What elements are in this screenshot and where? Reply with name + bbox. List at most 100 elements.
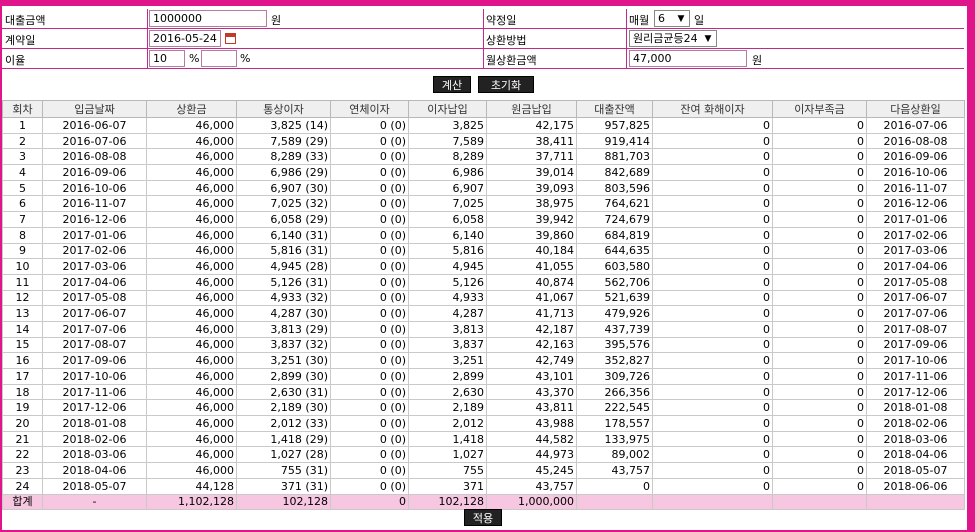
table-cell: 562,706 [576,273,653,291]
column-header: 이자부족금 [772,100,867,118]
table-cell: 2017-08-07 [866,320,965,338]
table-cell: 0 [652,226,773,244]
table-cell: 2017-06-07 [42,305,147,322]
agreement-day-label: 약정일 [486,14,517,27]
table-row: 7 2016-12-06 46,000 6,058 (29) 0 (0) 6,058 39,… [2,211,965,228]
form-row-loan: 대출금액 1000000 원 약정일 매월 6 ▼ 일 [2,9,964,29]
table-cell: 46,000 [146,289,237,307]
table-cell: 2018-05-07 [42,477,147,495]
table-cell: 43,370 [486,383,577,401]
table-cell: 0 [772,352,867,369]
calendar-icon[interactable] [225,33,236,44]
table-cell: 2,012 (33) [236,415,331,432]
table-cell: 15 [2,336,43,354]
table-cell: 0 (0) [330,305,409,322]
table-cell: 2017-11-06 [42,383,147,401]
reset-button[interactable]: 초기화 [478,76,534,93]
table-cell: 371 (31) [236,477,331,495]
table-cell: 41,067 [486,289,577,307]
table-cell: 2017-07-06 [42,320,147,338]
contract-date-input[interactable]: 2016-05-24 [149,30,221,47]
table-cell: 2017-01-06 [866,211,965,228]
table-row: 19 2017-12-06 46,000 2,189 (30) 0 (0) 2,189 43… [2,399,965,417]
table-row: 16 2017-09-06 46,000 3,251 (30) 0 (0) 3,251 42… [2,352,965,369]
table-cell: 0 (0) [330,336,409,354]
table-cell: 2,189 (30) [236,399,331,417]
table-cell: 2017-04-06 [42,273,147,291]
table-cell: 0 [772,273,867,291]
total-cell: 합계 [2,493,43,511]
rate-input-2[interactable] [201,50,237,67]
chevron-down-icon: ▼ [704,34,712,44]
chevron-down-icon: ▼ [677,14,685,24]
table-cell: 2016-10-06 [42,179,147,197]
table-cell: 0 [772,179,867,197]
table-cell: 2 [2,132,43,150]
calculate-button[interactable]: 계산 [433,76,471,93]
table-cell: 46,000 [146,368,237,385]
table-cell: 39,942 [486,211,577,228]
table-cell: 3,251 [408,352,487,369]
table-cell: 0 [652,336,773,354]
table-cell: 0 [772,289,867,307]
table-cell: 4,945 [408,258,487,275]
table-cell: 0 [772,383,867,401]
table-cell: 6,140 [408,226,487,244]
table-cell: 6,986 (29) [236,164,331,181]
table-cell: 46,000 [146,305,237,322]
table-cell: 0 (0) [330,132,409,150]
table-cell: 0 (0) [330,258,409,275]
table-cell: 0 (0) [330,383,409,401]
table-cell: 0 [772,368,867,385]
table-cell: 46,000 [146,164,237,181]
table-cell: 39,860 [486,226,577,244]
table-row: 13 2017-06-07 46,000 4,287 (30) 0 (0) 4,287 41… [2,305,965,322]
table-cell: 46,000 [146,242,237,260]
total-cell [866,493,965,511]
table-cell: 0 (0) [330,368,409,385]
table-row: 18 2017-11-06 46,000 2,630 (31) 0 (0) 2,630 43… [2,383,965,401]
table-cell: 46,000 [146,226,237,244]
rate-input[interactable]: 10 [149,50,185,67]
table-row: 5 2016-10-06 46,000 6,907 (30) 0 (0) 6,907 39,… [2,179,965,197]
table-cell: 2017-06-07 [866,289,965,307]
table-cell: 24 [2,477,43,495]
rate-unit: % [189,52,200,65]
table-cell: 6 [2,195,43,213]
monthly-amount-input[interactable]: 47,000 [629,50,747,67]
loan-amount-input[interactable]: 1000000 [149,10,267,27]
table-cell: 2016-08-08 [866,132,965,150]
column-header: 연체이자 [330,100,409,118]
table-cell: 0 (0) [330,117,409,134]
table-cell: 46,000 [146,148,237,166]
agreement-day-value: 6 [658,12,665,25]
table-cell: 0 [652,195,773,213]
table-cell: 46,000 [146,383,237,401]
monthly-amount-unit: 원 [752,54,763,67]
table-cell: 0 [652,399,773,417]
table-cell: 42,175 [486,117,577,134]
table-cell: 8 [2,226,43,244]
table-cell: 42,163 [486,336,577,354]
table-cell: 2016-09-06 [42,164,147,181]
column-header: 회차 [2,100,43,118]
table-cell: 0 [652,477,773,495]
column-header: 원금납입 [486,100,577,118]
table-cell: 46,000 [146,320,237,338]
table-cell: 46,000 [146,336,237,354]
table-cell: 43,101 [486,368,577,385]
table-cell: 0 [772,132,867,150]
table-cell: 0 (0) [330,320,409,338]
agreement-day-select[interactable]: 6 ▼ [654,10,690,27]
table-cell: 1,418 [408,430,487,448]
total-cell: - [42,493,147,511]
table-cell: 133,975 [576,430,653,448]
table-cell: 352,827 [576,352,653,369]
table-cell: 0 [652,242,773,260]
table-cell: 2018-06-06 [866,477,965,495]
table-cell: 5,126 [408,273,487,291]
table-cell: 22 [2,446,43,464]
apply-button[interactable]: 적용 [464,509,502,526]
table-cell: 755 [408,462,487,479]
repay-method-select[interactable]: 원리금균등24 ▼ [629,30,717,47]
